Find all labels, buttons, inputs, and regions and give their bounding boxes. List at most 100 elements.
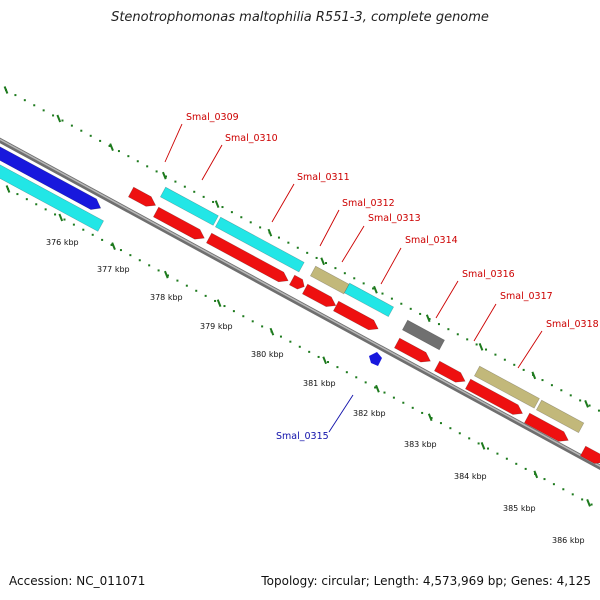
tick-dash: [111, 242, 116, 250]
gene-label: Smal_0310: [225, 133, 278, 144]
kbp-label: 381 kbp: [303, 379, 336, 388]
tick-dot: [232, 310, 235, 313]
gene-bar-red: [301, 283, 337, 307]
tick-dot: [89, 134, 92, 137]
tick-dot: [590, 503, 593, 506]
tick-dash: [3, 86, 9, 94]
tick-dot: [23, 99, 26, 102]
tick-dot: [503, 358, 506, 361]
tick-dot: [597, 409, 600, 412]
tick-dot: [296, 246, 299, 249]
gene-bar-red: [464, 378, 524, 415]
gene-shape: [288, 274, 305, 290]
tick-dot: [513, 363, 516, 366]
tick-dash: [320, 257, 326, 266]
gene-label: Smal_0312: [342, 198, 395, 209]
tick-dot: [183, 185, 186, 188]
tick-dot: [381, 292, 384, 295]
gene-bar-red: [393, 337, 431, 363]
tick-dot: [392, 396, 395, 399]
upper-tick-row: [3, 86, 600, 412]
tick-dash: [162, 171, 167, 180]
tick-dot: [202, 195, 205, 198]
tick-dot: [176, 279, 179, 282]
kbp-label: 379 kbp: [200, 322, 233, 331]
tick-dot: [353, 277, 356, 280]
kbp-labels: 376 kbp 377 kbp 378 kbp 379 kbp 380 kbp 381 k…: [46, 238, 585, 545]
tick-dot: [579, 399, 582, 402]
tick-dot: [494, 353, 497, 356]
tick-dot: [117, 150, 120, 153]
tick-dot: [524, 467, 527, 470]
gene-bar-red: [433, 360, 466, 383]
tick-dot: [383, 391, 386, 394]
leader-line: [435, 280, 459, 319]
gene-shape: [152, 206, 205, 240]
tick-dash: [5, 185, 11, 193]
tick-dot: [101, 238, 104, 241]
tick-dash: [58, 213, 64, 222]
kbp-label: 383 kbp: [404, 440, 437, 449]
tick-dash: [164, 270, 169, 279]
tick-dot: [325, 262, 328, 265]
gene-label: Smal_0316: [462, 269, 515, 280]
gene-labels: Smal_0309 Smal_0310 Smal_0311 Smal_0312 Smal…: [186, 112, 599, 442]
tick-dot: [119, 249, 122, 252]
gene-bar-red: [152, 206, 205, 240]
backbone-line: [0, 137, 600, 470]
leader-line: [473, 303, 497, 342]
tick-dot: [230, 211, 233, 214]
tick-dot: [157, 269, 160, 272]
tick-dot: [522, 368, 525, 371]
tick-dot: [204, 294, 207, 297]
kbp-label: 378 kbp: [150, 293, 183, 302]
tick-dot: [136, 160, 139, 163]
gene-label: Smal_0313: [368, 213, 421, 224]
leader-line: [341, 225, 365, 263]
tick-dot: [411, 406, 414, 409]
gene-bar-olive: [535, 399, 585, 434]
tick-dot: [42, 109, 45, 112]
tick-dot: [33, 104, 36, 107]
kbp-label: 380 kbp: [251, 350, 284, 359]
tick-dash: [425, 314, 431, 323]
kbp-label: 384 kbp: [454, 472, 487, 481]
tick-dot: [439, 422, 442, 425]
tick-dot: [317, 355, 320, 358]
gene-bar-blue: [0, 126, 102, 210]
tick-dot: [289, 340, 292, 343]
gene-label: Smal_0314: [405, 235, 458, 246]
gene-features: [0, 126, 600, 464]
tick-dot: [148, 264, 151, 267]
tick-dot: [466, 338, 469, 341]
tick-dot: [447, 328, 450, 331]
gene-shape: [343, 282, 395, 318]
gene-label: Smal_0315: [276, 431, 329, 442]
backbone-highlight: [0, 138, 600, 467]
tick-dot: [456, 333, 459, 336]
gene-bar-cyan: [159, 186, 219, 226]
gene-shape: [301, 283, 337, 307]
tick-marks: [3, 86, 600, 507]
tick-dot: [70, 124, 73, 127]
tick-dot: [261, 325, 264, 328]
tick-dot: [287, 241, 290, 244]
gene-shape: [473, 365, 540, 409]
tick-dot: [99, 139, 102, 142]
gene-bar-cyan: [214, 216, 305, 273]
gene-bar-olive: [309, 265, 350, 295]
tick-dot: [167, 274, 170, 277]
tick-dot: [550, 384, 553, 387]
tick-dot: [242, 315, 245, 318]
gene-bar-red: [579, 445, 600, 464]
gene-bar-red: [288, 274, 305, 290]
tick-dot: [240, 216, 243, 219]
tick-dash: [216, 299, 222, 308]
leader-line: [271, 183, 295, 223]
gene-shape: [523, 412, 569, 442]
accession-text: Accession: NC_011071: [9, 574, 146, 588]
gene-bar-cyan: [343, 282, 395, 318]
tick-dot: [146, 165, 149, 168]
gene-label: Smal_0309: [186, 112, 239, 123]
